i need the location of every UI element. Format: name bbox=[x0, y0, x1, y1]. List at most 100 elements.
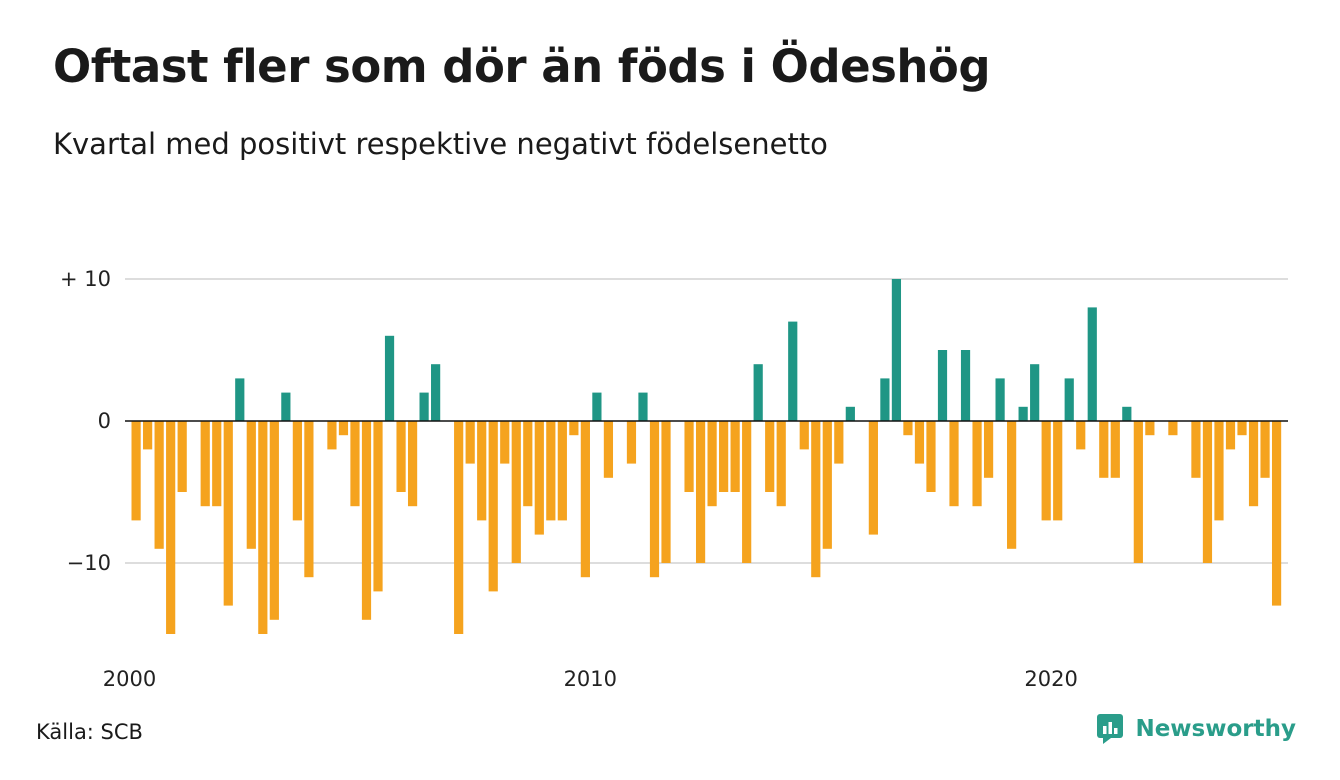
bar bbox=[1145, 421, 1155, 436]
bar bbox=[177, 421, 187, 492]
bar bbox=[995, 378, 1005, 421]
bar bbox=[903, 421, 913, 436]
bar bbox=[465, 421, 475, 464]
bar bbox=[1030, 364, 1040, 421]
brand-logo: Newsworthy bbox=[1097, 714, 1296, 744]
bar bbox=[1202, 421, 1213, 563]
bar bbox=[880, 378, 890, 421]
bar bbox=[1168, 421, 1178, 436]
bar bbox=[523, 421, 533, 507]
bar bbox=[477, 421, 487, 521]
bar bbox=[1248, 421, 1259, 507]
bar bbox=[500, 421, 510, 464]
bar bbox=[1237, 421, 1247, 436]
bar bbox=[292, 421, 302, 521]
x-tick-label: 2000 bbox=[103, 667, 156, 691]
bar bbox=[1099, 421, 1109, 478]
bar bbox=[972, 421, 982, 507]
bar bbox=[488, 421, 498, 592]
bar bbox=[131, 421, 141, 521]
bar bbox=[1260, 421, 1270, 478]
bar bbox=[834, 421, 844, 464]
y-tick-label: 0 bbox=[98, 409, 111, 433]
bar bbox=[661, 421, 671, 563]
bar bbox=[914, 421, 925, 464]
bar bbox=[1133, 421, 1143, 563]
bar bbox=[649, 421, 660, 578]
bar bbox=[845, 406, 855, 421]
bar bbox=[765, 421, 775, 492]
x-tick-label: 2010 bbox=[564, 667, 617, 691]
bar bbox=[626, 421, 637, 464]
x-tick-label: 2020 bbox=[1024, 667, 1077, 691]
bar bbox=[788, 321, 798, 421]
bar bbox=[281, 392, 291, 421]
bar bbox=[937, 350, 948, 421]
bar bbox=[407, 421, 418, 507]
bar bbox=[949, 421, 959, 507]
bar bbox=[1087, 307, 1097, 421]
chart-title: Oftast fler som dör än föds i Ödeshög bbox=[53, 40, 991, 93]
bar bbox=[1053, 421, 1063, 521]
source-label: Källa: SCB bbox=[36, 720, 143, 744]
bar bbox=[454, 421, 464, 634]
bar bbox=[212, 421, 222, 507]
bar bbox=[926, 421, 936, 492]
y-tick-label: + 10 bbox=[60, 267, 111, 291]
bar bbox=[361, 421, 372, 620]
bar bbox=[1214, 421, 1224, 521]
chart-subtitle: Kvartal med positivt respektive negativt… bbox=[53, 127, 828, 161]
bar bbox=[511, 421, 521, 563]
newsworthy-logo-icon bbox=[1097, 714, 1124, 744]
bar bbox=[1076, 421, 1086, 450]
bar bbox=[868, 421, 878, 535]
bar bbox=[246, 421, 256, 549]
bar bbox=[1064, 378, 1074, 421]
bar bbox=[776, 421, 786, 507]
bar bbox=[569, 421, 579, 436]
bar bbox=[603, 421, 614, 478]
bar bbox=[891, 279, 902, 421]
bar bbox=[580, 421, 590, 578]
bar bbox=[695, 421, 706, 563]
bar bbox=[730, 421, 740, 492]
bar bbox=[799, 421, 809, 450]
bar bbox=[592, 392, 602, 421]
bar bbox=[753, 364, 763, 421]
bar bbox=[143, 421, 153, 450]
bar bbox=[638, 392, 648, 421]
bar bbox=[1191, 421, 1201, 478]
bar bbox=[1225, 421, 1236, 450]
bar bbox=[534, 421, 544, 535]
y-tick-label: −10 bbox=[67, 551, 111, 575]
bar bbox=[350, 421, 360, 507]
bar bbox=[557, 421, 567, 521]
bar bbox=[1018, 406, 1028, 421]
bar bbox=[396, 421, 406, 492]
bar bbox=[1271, 421, 1282, 606]
bar bbox=[983, 421, 994, 478]
bar bbox=[419, 392, 429, 421]
bar bbox=[811, 421, 821, 578]
bar bbox=[1122, 406, 1132, 421]
bar bbox=[707, 421, 717, 507]
bar-chart: + 10 0 −10 2000 2010 2020 bbox=[60, 267, 1288, 691]
bar bbox=[719, 421, 729, 492]
bar bbox=[1007, 421, 1017, 549]
bar bbox=[258, 421, 268, 634]
bar bbox=[154, 421, 164, 549]
bar bbox=[546, 421, 556, 521]
bar bbox=[1041, 421, 1051, 521]
bar bbox=[166, 421, 176, 634]
bar bbox=[235, 378, 245, 421]
bar bbox=[223, 421, 233, 606]
bar bbox=[742, 421, 752, 563]
bar bbox=[384, 335, 395, 421]
bar bbox=[822, 421, 832, 549]
brand-name: Newsworthy bbox=[1135, 716, 1296, 742]
bar bbox=[304, 421, 314, 578]
bar bbox=[960, 350, 971, 421]
bar bbox=[373, 421, 383, 592]
bar bbox=[200, 421, 210, 507]
bar bbox=[1110, 421, 1120, 478]
